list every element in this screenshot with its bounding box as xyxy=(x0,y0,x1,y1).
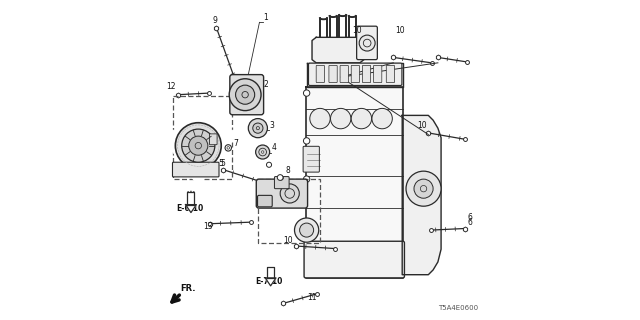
FancyBboxPatch shape xyxy=(374,65,382,83)
Circle shape xyxy=(294,218,319,242)
Circle shape xyxy=(225,145,232,151)
Text: 10: 10 xyxy=(352,26,362,35)
FancyBboxPatch shape xyxy=(362,65,371,83)
FancyBboxPatch shape xyxy=(308,63,402,85)
Circle shape xyxy=(330,108,351,129)
Text: 4: 4 xyxy=(271,143,276,152)
Circle shape xyxy=(351,108,372,129)
Polygon shape xyxy=(312,37,364,63)
Circle shape xyxy=(414,179,433,198)
Circle shape xyxy=(359,35,375,51)
Text: 3: 3 xyxy=(269,121,275,130)
FancyBboxPatch shape xyxy=(329,65,337,83)
Circle shape xyxy=(189,136,208,155)
Text: 6: 6 xyxy=(467,213,472,222)
FancyBboxPatch shape xyxy=(304,241,404,278)
Circle shape xyxy=(236,85,255,104)
Circle shape xyxy=(406,171,441,206)
FancyBboxPatch shape xyxy=(303,146,319,172)
Polygon shape xyxy=(306,87,403,278)
FancyBboxPatch shape xyxy=(356,26,378,60)
Circle shape xyxy=(266,162,271,167)
Text: 5: 5 xyxy=(218,159,223,168)
Text: 9: 9 xyxy=(212,16,218,25)
Circle shape xyxy=(372,108,392,129)
Polygon shape xyxy=(265,278,276,286)
FancyBboxPatch shape xyxy=(351,65,360,83)
Circle shape xyxy=(300,223,314,237)
Circle shape xyxy=(182,129,215,162)
Text: 1: 1 xyxy=(263,13,268,22)
FancyBboxPatch shape xyxy=(340,65,348,83)
Circle shape xyxy=(303,90,310,96)
Polygon shape xyxy=(402,116,441,275)
FancyBboxPatch shape xyxy=(257,196,272,207)
Text: 8: 8 xyxy=(286,166,291,175)
FancyBboxPatch shape xyxy=(256,179,308,208)
FancyBboxPatch shape xyxy=(387,65,394,83)
Text: 13: 13 xyxy=(203,221,212,230)
Circle shape xyxy=(303,176,310,182)
Polygon shape xyxy=(267,267,274,278)
Circle shape xyxy=(280,184,300,203)
Circle shape xyxy=(229,79,261,111)
Circle shape xyxy=(248,119,268,138)
Text: 10: 10 xyxy=(417,121,427,130)
Circle shape xyxy=(303,138,310,144)
Text: 12: 12 xyxy=(166,82,175,91)
Circle shape xyxy=(279,176,284,180)
Text: T5A4E0600: T5A4E0600 xyxy=(438,305,478,311)
Polygon shape xyxy=(188,192,195,204)
Text: E-7-10: E-7-10 xyxy=(255,277,283,286)
FancyBboxPatch shape xyxy=(173,162,219,177)
Bar xyxy=(258,179,320,243)
Text: E-6-10: E-6-10 xyxy=(176,204,204,213)
Circle shape xyxy=(255,145,269,159)
Text: 11: 11 xyxy=(307,293,317,302)
Polygon shape xyxy=(186,204,196,212)
FancyBboxPatch shape xyxy=(316,65,324,83)
Text: 2: 2 xyxy=(264,80,269,89)
Circle shape xyxy=(310,108,330,129)
Text: 10: 10 xyxy=(395,26,404,35)
Text: 10: 10 xyxy=(284,236,293,245)
Circle shape xyxy=(277,175,283,180)
Polygon shape xyxy=(307,63,403,87)
Circle shape xyxy=(175,123,221,169)
Circle shape xyxy=(253,123,263,133)
FancyBboxPatch shape xyxy=(275,177,289,189)
Bar xyxy=(173,96,232,179)
FancyBboxPatch shape xyxy=(230,75,264,115)
Text: 5: 5 xyxy=(220,159,225,168)
Text: 6: 6 xyxy=(467,218,472,227)
Text: FR.: FR. xyxy=(180,284,195,292)
FancyBboxPatch shape xyxy=(209,134,217,145)
Text: 7: 7 xyxy=(234,139,238,148)
